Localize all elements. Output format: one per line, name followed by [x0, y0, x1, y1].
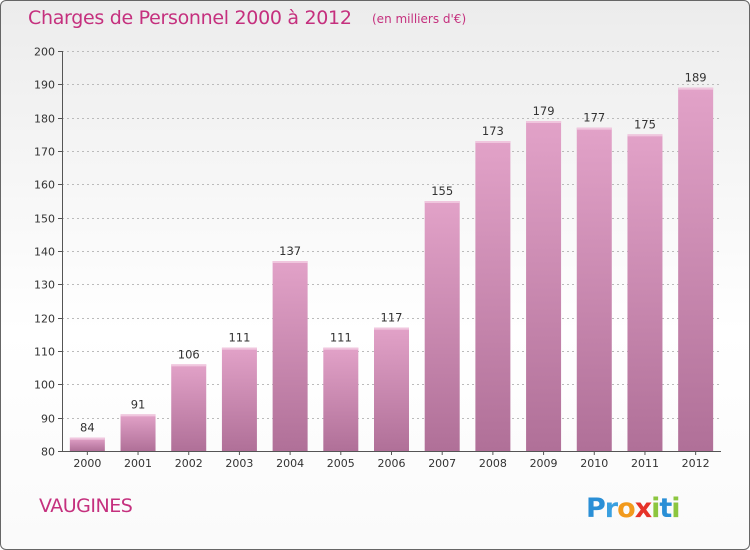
y-tick-label: 130 — [34, 279, 55, 292]
bar-top-highlight — [526, 121, 562, 123]
axes — [58, 51, 721, 455]
bar-2005 — [323, 347, 359, 451]
svg-text:Proxiti: Proxiti — [586, 493, 680, 524]
x-tick-label: 2012 — [682, 457, 710, 470]
bar-value-label: 117 — [381, 311, 403, 325]
bar-value-label: 175 — [634, 117, 656, 131]
y-tick-label: 160 — [34, 179, 55, 192]
bar-top-highlight — [221, 347, 257, 350]
commune-name: VAUGINES — [39, 495, 133, 517]
y-tick-label: 190 — [34, 79, 55, 92]
bars — [69, 87, 714, 452]
labels: 80 90 100 110 120 130 140 150 160 170 180 190 200 84 2… — [34, 46, 710, 471]
bar-2001 — [120, 414, 156, 451]
y-tick-label: 140 — [34, 246, 55, 259]
bar-value-label: 111 — [228, 331, 250, 345]
bar-top-highlight — [323, 347, 359, 350]
y-tick-label: 100 — [34, 379, 55, 392]
y-tick-label: 80 — [41, 446, 55, 459]
y-tick-label: 90 — [41, 413, 55, 426]
bar-top-highlight — [374, 327, 409, 330]
bar-2008 — [475, 141, 511, 451]
chart-title: Charges de Personnel 2000 à 2012 — [28, 7, 352, 29]
x-tick-label: 2008 — [479, 457, 507, 470]
x-tick-label: 2003 — [225, 457, 253, 470]
x-tick-label: 2006 — [378, 457, 406, 470]
bar-value-label: 179 — [533, 104, 555, 118]
bar-2006 — [374, 327, 409, 451]
bar-value-label: 189 — [685, 71, 707, 85]
bar-top-highlight — [627, 134, 663, 137]
x-tick-label: 2005 — [327, 457, 355, 470]
x-tick-label: 2010 — [580, 457, 608, 470]
y-tick-label: 120 — [34, 313, 55, 326]
chart-subtitle: (en milliers d'€) — [372, 12, 467, 26]
bar-top-highlight — [678, 87, 714, 90]
bar-top-highlight — [576, 127, 612, 130]
y-tick-label: 170 — [34, 146, 55, 159]
bar-2009 — [526, 121, 562, 451]
bar-value-label: 84 — [80, 421, 95, 435]
bar-top-highlight — [120, 414, 156, 417]
bar-value-label: 155 — [431, 184, 453, 198]
x-tick-label: 2007 — [428, 457, 456, 470]
bar-top-highlight — [171, 364, 207, 367]
bar-value-label: 173 — [482, 124, 504, 138]
x-tick-label: 2004 — [276, 457, 304, 470]
y-tick-label: 110 — [34, 346, 55, 359]
bar-2011 — [627, 134, 663, 452]
y-tick-label: 150 — [34, 213, 55, 226]
bar-2000 — [69, 437, 105, 451]
bar-2004 — [272, 261, 308, 451]
x-tick-label: 2000 — [73, 457, 101, 470]
bar-2010 — [576, 127, 612, 452]
y-tick-label: 180 — [34, 113, 55, 126]
proxiti-logo[interactable]: Proxiti — [584, 489, 694, 525]
bar-value-label: 106 — [178, 347, 200, 361]
x-tick-label: 2009 — [530, 457, 558, 470]
bar-value-label: 177 — [583, 111, 605, 125]
bar-2012 — [678, 87, 714, 452]
bar-top-highlight — [69, 437, 105, 440]
bar-value-label: 111 — [330, 331, 352, 345]
bar-2007 — [424, 201, 460, 451]
bar-value-label: 91 — [131, 397, 146, 411]
bar-top-highlight — [272, 261, 308, 263]
bar-2003 — [221, 347, 257, 451]
x-tick-label: 2001 — [124, 457, 152, 470]
bar-top-highlight — [424, 201, 460, 203]
y-tick-label: 200 — [34, 46, 55, 59]
bar-value-label: 137 — [279, 244, 301, 258]
bar-top-highlight — [475, 141, 511, 143]
x-tick-label: 2002 — [175, 457, 203, 470]
bar-2002 — [171, 364, 207, 451]
x-tick-label: 2011 — [631, 457, 659, 470]
